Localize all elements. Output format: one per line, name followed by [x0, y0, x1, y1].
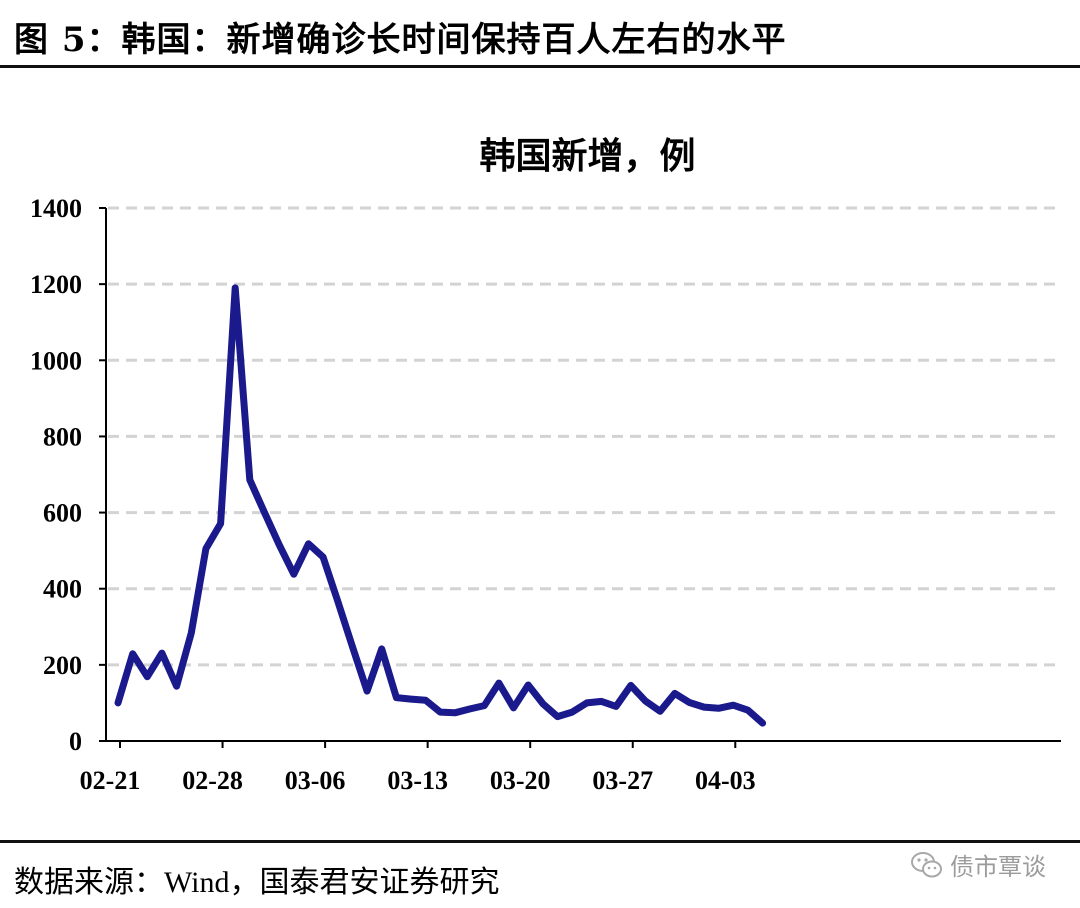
data-source: 数据来源：Wind，国泰君安证券研究 — [14, 866, 500, 899]
y-tick-label-1000: 1000 — [30, 346, 82, 375]
x-tick-label-02-21: 02-21 — [80, 766, 141, 795]
x-tick-label-03-06: 03-06 — [285, 766, 346, 795]
y-tick-label-0: 0 — [69, 727, 82, 756]
figure-footer: 数据来源：Wind，国泰君安证券研究 债市覃谈 — [0, 840, 1080, 908]
wechat-icon — [910, 850, 944, 880]
y-tick-label-200: 200 — [43, 651, 82, 680]
figure-header: 图 5：韩国：新增确诊长时间保持百人左右的水平 — [0, 0, 1080, 68]
x-tick-label-04-03: 04-03 — [695, 766, 756, 795]
line-chart: 韩国新增，例 0 200 400 600 800 1000 1200 1400 02-21 02-2… — [30, 135, 1061, 795]
y-tick-label-1200: 1200 — [30, 270, 82, 299]
watermark: 债市覃谈 — [910, 847, 1046, 882]
x-tick-label-03-13: 03-13 — [387, 766, 448, 795]
x-tick-label-03-20: 03-20 — [490, 766, 551, 795]
watermark-text: 债市覃谈 — [950, 853, 1046, 881]
x-tick-label-02-28: 02-28 — [182, 766, 243, 795]
chart-area: 韩国新增，例 0 200 400 600 800 1000 1200 1400 02-21 02-2… — [0, 68, 1080, 840]
figure-title: 图 5：韩国：新增确诊长时间保持百人左右的水平 — [14, 20, 787, 60]
y-tick-label-800: 800 — [43, 422, 82, 451]
y-tick-label-1400: 1400 — [30, 194, 82, 223]
x-tick-label-03-27: 03-27 — [592, 766, 653, 795]
y-tick-label-400: 400 — [43, 575, 82, 604]
series-line-0 — [114, 284, 767, 727]
chart-title: 韩国新增，例 — [479, 135, 695, 177]
y-tick-label-600: 600 — [43, 499, 82, 528]
